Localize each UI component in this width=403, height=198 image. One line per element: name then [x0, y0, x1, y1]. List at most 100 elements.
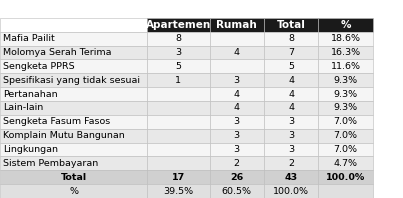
Bar — [318, 129, 373, 143]
Bar — [210, 129, 264, 143]
Text: 100.0%: 100.0% — [273, 187, 309, 196]
Bar — [147, 46, 210, 59]
Bar — [210, 101, 264, 115]
Text: 4: 4 — [234, 89, 240, 99]
Text: 18.6%: 18.6% — [330, 34, 361, 43]
Text: 3: 3 — [288, 131, 294, 140]
Text: Molomya Serah Terima: Molomya Serah Terima — [3, 48, 112, 57]
Bar — [264, 156, 318, 170]
Bar — [264, 59, 318, 73]
Bar — [264, 46, 318, 59]
Text: 4: 4 — [234, 103, 240, 112]
Bar — [0, 129, 147, 143]
Bar — [210, 73, 264, 87]
Bar — [264, 143, 318, 156]
Bar — [147, 101, 210, 115]
Text: 100.0%: 100.0% — [326, 173, 365, 182]
Bar — [264, 170, 318, 184]
Bar — [264, 184, 318, 198]
Bar — [264, 87, 318, 101]
Text: Lingkungan: Lingkungan — [3, 145, 58, 154]
Bar — [0, 73, 147, 87]
Text: 26: 26 — [230, 173, 243, 182]
Text: Lain-lain: Lain-lain — [3, 103, 44, 112]
Text: 7.0%: 7.0% — [334, 145, 357, 154]
Bar — [318, 115, 373, 129]
Bar — [210, 59, 264, 73]
Text: 2: 2 — [234, 159, 240, 168]
Bar — [0, 87, 147, 101]
Bar — [0, 18, 147, 32]
Text: 5: 5 — [288, 62, 294, 71]
Bar — [147, 73, 210, 87]
Bar — [210, 143, 264, 156]
Bar — [318, 73, 373, 87]
Bar — [318, 101, 373, 115]
Bar — [0, 0, 403, 18]
Bar — [210, 32, 264, 46]
Text: Apartemen: Apartemen — [146, 20, 211, 30]
Text: 43: 43 — [285, 173, 298, 182]
Bar — [318, 59, 373, 73]
Text: 11.6%: 11.6% — [330, 62, 361, 71]
Bar — [147, 129, 210, 143]
Bar — [210, 115, 264, 129]
Bar — [0, 170, 147, 184]
Text: 60.5%: 60.5% — [222, 187, 252, 196]
Bar — [210, 87, 264, 101]
Bar — [318, 170, 373, 184]
Text: 4: 4 — [234, 48, 240, 57]
Bar — [0, 156, 147, 170]
Bar — [147, 143, 210, 156]
Text: 4.7%: 4.7% — [334, 159, 357, 168]
Text: 2: 2 — [288, 159, 294, 168]
Text: Sengketa Fasum Fasos: Sengketa Fasum Fasos — [3, 117, 110, 126]
Bar — [210, 156, 264, 170]
Bar — [210, 184, 264, 198]
Bar — [0, 143, 147, 156]
Text: 3: 3 — [234, 117, 240, 126]
Bar — [0, 101, 147, 115]
Bar — [147, 184, 210, 198]
Bar — [210, 18, 264, 32]
Bar — [147, 115, 210, 129]
Text: Komplain Mutu Bangunan: Komplain Mutu Bangunan — [3, 131, 125, 140]
Bar — [318, 46, 373, 59]
Text: %: % — [340, 20, 351, 30]
Bar — [264, 115, 318, 129]
Text: 3: 3 — [234, 145, 240, 154]
Text: Sengketa PPRS: Sengketa PPRS — [3, 62, 75, 71]
Bar — [264, 101, 318, 115]
Bar — [318, 32, 373, 46]
Text: 3: 3 — [234, 76, 240, 85]
Text: Rumah: Rumah — [216, 20, 257, 30]
Bar — [147, 18, 210, 32]
Bar — [264, 129, 318, 143]
Text: 7.0%: 7.0% — [334, 131, 357, 140]
Text: Total: Total — [60, 173, 87, 182]
Bar — [318, 87, 373, 101]
Text: Pertanahan: Pertanahan — [3, 89, 58, 99]
Text: Mafia Pailit: Mafia Pailit — [3, 34, 55, 43]
Bar — [210, 170, 264, 184]
Bar — [0, 46, 147, 59]
Text: 16.3%: 16.3% — [330, 48, 361, 57]
Bar — [210, 46, 264, 59]
Bar — [0, 115, 147, 129]
Bar — [147, 87, 210, 101]
Text: 9.3%: 9.3% — [334, 89, 357, 99]
Text: 9.3%: 9.3% — [334, 76, 357, 85]
Text: Spesifikasi yang tidak sesuai: Spesifikasi yang tidak sesuai — [3, 76, 140, 85]
Text: 3: 3 — [288, 145, 294, 154]
Text: 5: 5 — [175, 62, 181, 71]
Bar — [264, 18, 318, 32]
Text: %: % — [69, 187, 78, 196]
Bar — [0, 59, 147, 73]
Text: 3: 3 — [288, 117, 294, 126]
Bar — [147, 170, 210, 184]
Text: 7: 7 — [288, 48, 294, 57]
Bar — [264, 32, 318, 46]
Text: Total: Total — [277, 20, 305, 30]
Text: 9.3%: 9.3% — [334, 103, 357, 112]
Text: Sistem Pembayaran: Sistem Pembayaran — [3, 159, 98, 168]
